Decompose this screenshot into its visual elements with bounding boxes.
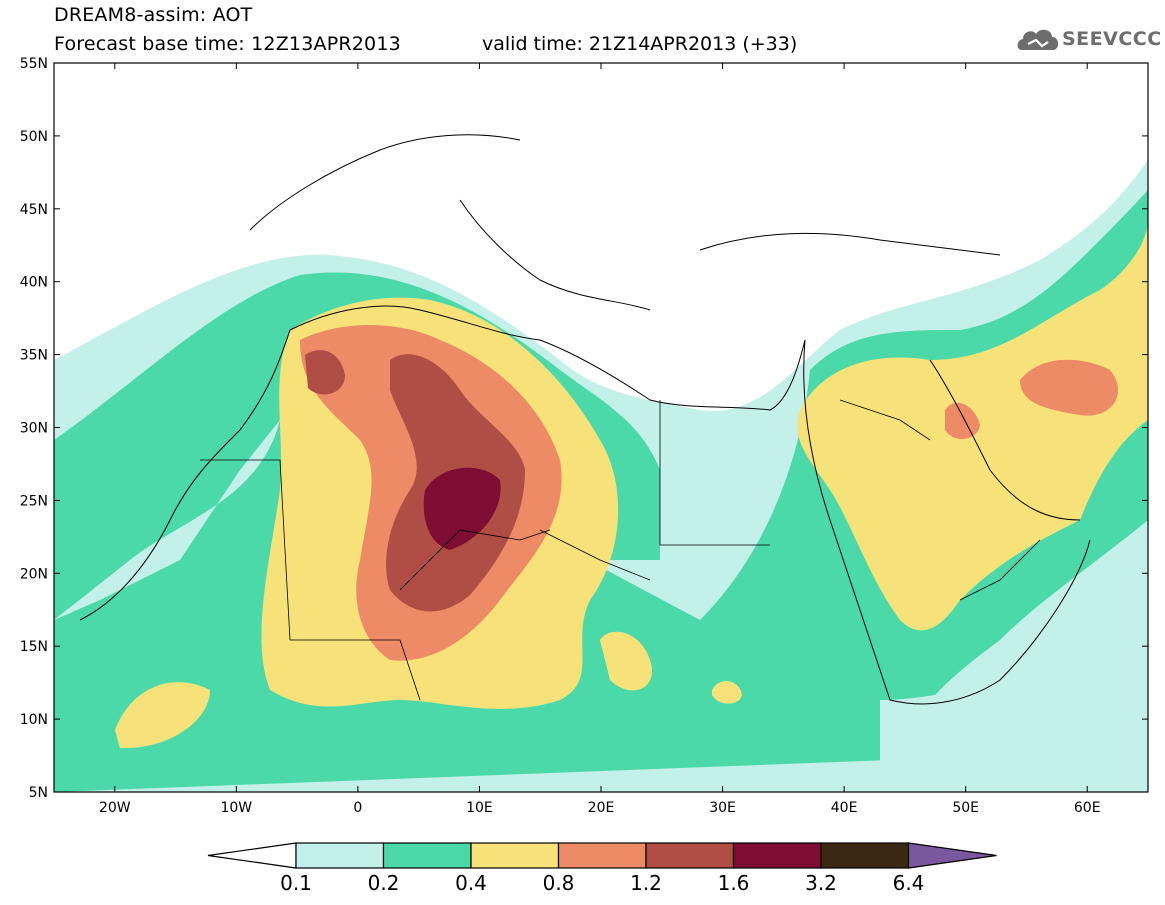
lon-label: 60E: [1074, 800, 1101, 816]
lat-label: 10N: [20, 712, 48, 728]
lon-label: 30E: [709, 800, 736, 816]
lat-label: 40N: [20, 275, 48, 291]
color-legend: 0.1 0.2 0.4 0.8 1.2 1.6 3.2 6.4: [207, 842, 997, 895]
legend-threshold-label: 0.8: [543, 871, 575, 895]
logo-text: SEEVCCC: [1062, 28, 1162, 50]
lat-label: 20N: [20, 566, 48, 582]
lon-label: 20E: [588, 800, 615, 816]
lat-label: 25N: [20, 493, 48, 509]
legend-swatch: [382, 842, 472, 869]
legend-swatch: [470, 842, 560, 869]
base-time-label: Forecast base time: 12Z13APR2013: [54, 33, 401, 55]
legend-threshold-label: 3.2: [805, 871, 837, 895]
legend-threshold-label: 0.2: [368, 871, 400, 895]
legend-swatch: [557, 842, 647, 869]
lat-label: 5N: [29, 785, 48, 801]
lon-label: 20W: [99, 800, 131, 816]
valid-time-label: valid time: 21Z14APR2013 (+33): [482, 33, 798, 55]
lat-label: 55N: [20, 56, 48, 72]
legend-arrow-right: [907, 842, 997, 869]
latitude-axis: 55N 50N 45N 40N 35N 30N 25N 20N 15N 10N 5N: [20, 56, 1148, 801]
lat-label: 35N: [20, 348, 48, 364]
lat-label: 15N: [20, 639, 48, 655]
lon-label: 10E: [466, 800, 493, 816]
lon-label: 40E: [831, 800, 858, 816]
coastlines: [79, 134, 1091, 705]
lon-label: 50E: [952, 800, 979, 816]
lon-label: 0: [353, 800, 362, 816]
longitude-axis: 20W 10W 0 10E 20E 30E 40E 50E 60E: [99, 63, 1101, 816]
lat-label: 30N: [20, 421, 48, 437]
legend-swatch: [295, 842, 385, 869]
legend-threshold-label: 0.4: [455, 871, 487, 895]
legend-threshold-label: 6.4: [893, 871, 925, 895]
cloud-icon: [1017, 29, 1059, 50]
lat-label: 50N: [20, 129, 48, 145]
country-borders: [200, 399, 1041, 701]
legend-swatch: [732, 842, 822, 869]
legend-swatch: [645, 842, 735, 869]
legend-arrow-left: [207, 842, 297, 869]
chart-title: DREAM8-assim: AOT: [54, 4, 253, 26]
legend-swatch: [820, 842, 910, 869]
lon-label: 10W: [220, 800, 252, 816]
lat-label: 45N: [20, 202, 48, 218]
legend-threshold-label: 1.6: [718, 871, 750, 895]
legend-threshold-label: 0.1: [280, 871, 312, 895]
legend-threshold-label: 1.2: [630, 871, 662, 895]
aot-level-1.6: [423, 467, 501, 550]
